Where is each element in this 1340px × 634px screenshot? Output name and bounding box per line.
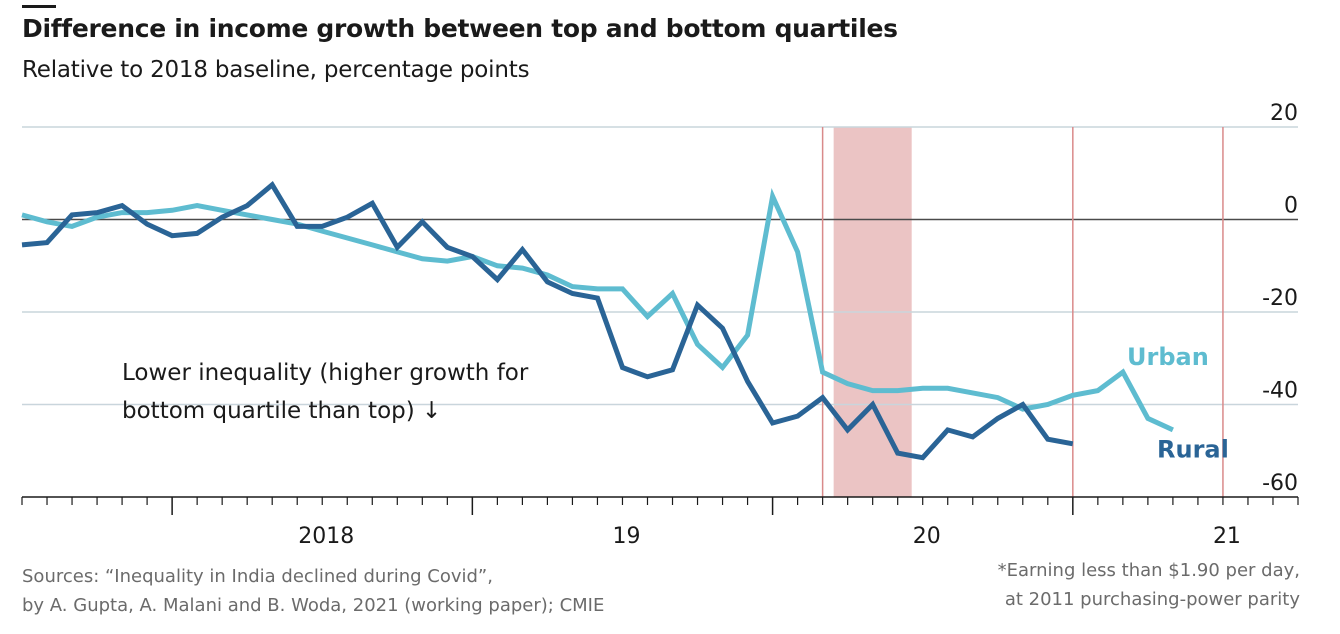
chart-subtitle: Relative to 2018 baseline, percentage po…: [22, 57, 530, 83]
source-line-2: by A. Gupta, A. Malani and B. Woda, 2021…: [22, 595, 605, 616]
footnote: *Earning less than $1.90 per day, at 201…: [998, 556, 1300, 614]
x-tick-label: 21: [1213, 524, 1241, 549]
x-tick-label: 19: [612, 524, 640, 549]
annotation-line-2: bottom quartile than top) ↓: [122, 398, 441, 424]
y-tick-label: -40: [1262, 379, 1298, 404]
series-line-urban: [21, 188, 1174, 433]
x-tick-label: 2018: [298, 524, 354, 549]
annotation-line-1: Lower inequality (higher growth for: [122, 360, 529, 386]
series-label-urban: Urban: [1127, 343, 1209, 371]
y-tick-label: 20: [1270, 101, 1298, 126]
y-tick-label: -20: [1262, 286, 1298, 311]
footnote-line-1: *Earning less than $1.90 per day,: [997, 560, 1300, 581]
y-tick-label: 0: [1284, 194, 1298, 219]
source-note: Sources: “Inequality in India declined d…: [22, 562, 604, 620]
series-line-rural: [21, 181, 1074, 461]
top-rule: [22, 5, 56, 8]
footnote-line-2: at 2011 purchasing-power parity: [1004, 589, 1300, 610]
chart-title: Difference in income growth between top …: [22, 14, 898, 43]
x-tick-label: 20: [913, 524, 941, 549]
y-tick-label: -60: [1262, 471, 1298, 496]
series-label-rural: Rural: [1157, 436, 1229, 464]
source-line-1: Sources: “Inequality in India declined d…: [22, 566, 493, 587]
